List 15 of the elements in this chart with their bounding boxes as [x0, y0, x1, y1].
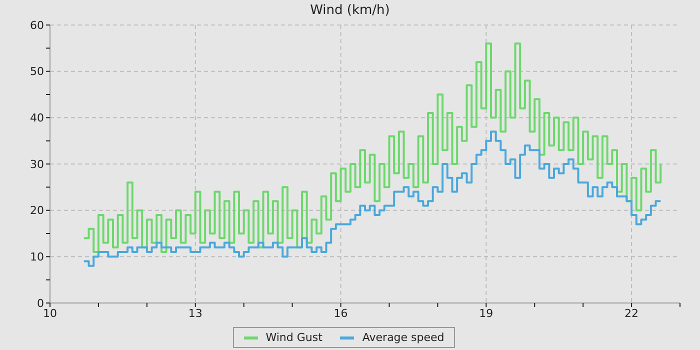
x-tick-label: 13: [188, 306, 202, 320]
x-tick-label: 19: [479, 306, 494, 320]
y-tick-label: 40: [30, 112, 44, 125]
y-tick-label: 60: [30, 18, 44, 32]
x-tick-label: 10: [43, 306, 57, 320]
y-tick-label: 10: [30, 250, 44, 264]
y-tick-label: 50: [30, 65, 44, 78]
y-tick-label: 30: [30, 158, 44, 171]
x-tick-label: 22: [624, 306, 639, 320]
y-tick-label: 20: [30, 204, 44, 218]
legend-label: Average speed: [361, 331, 444, 344]
legend-label: Wind Gust: [264, 331, 322, 344]
x-tick-label: 16: [334, 306, 348, 320]
chart-title: Wind (km/h): [309, 3, 391, 18]
y-tick-label: 0: [37, 296, 44, 310]
